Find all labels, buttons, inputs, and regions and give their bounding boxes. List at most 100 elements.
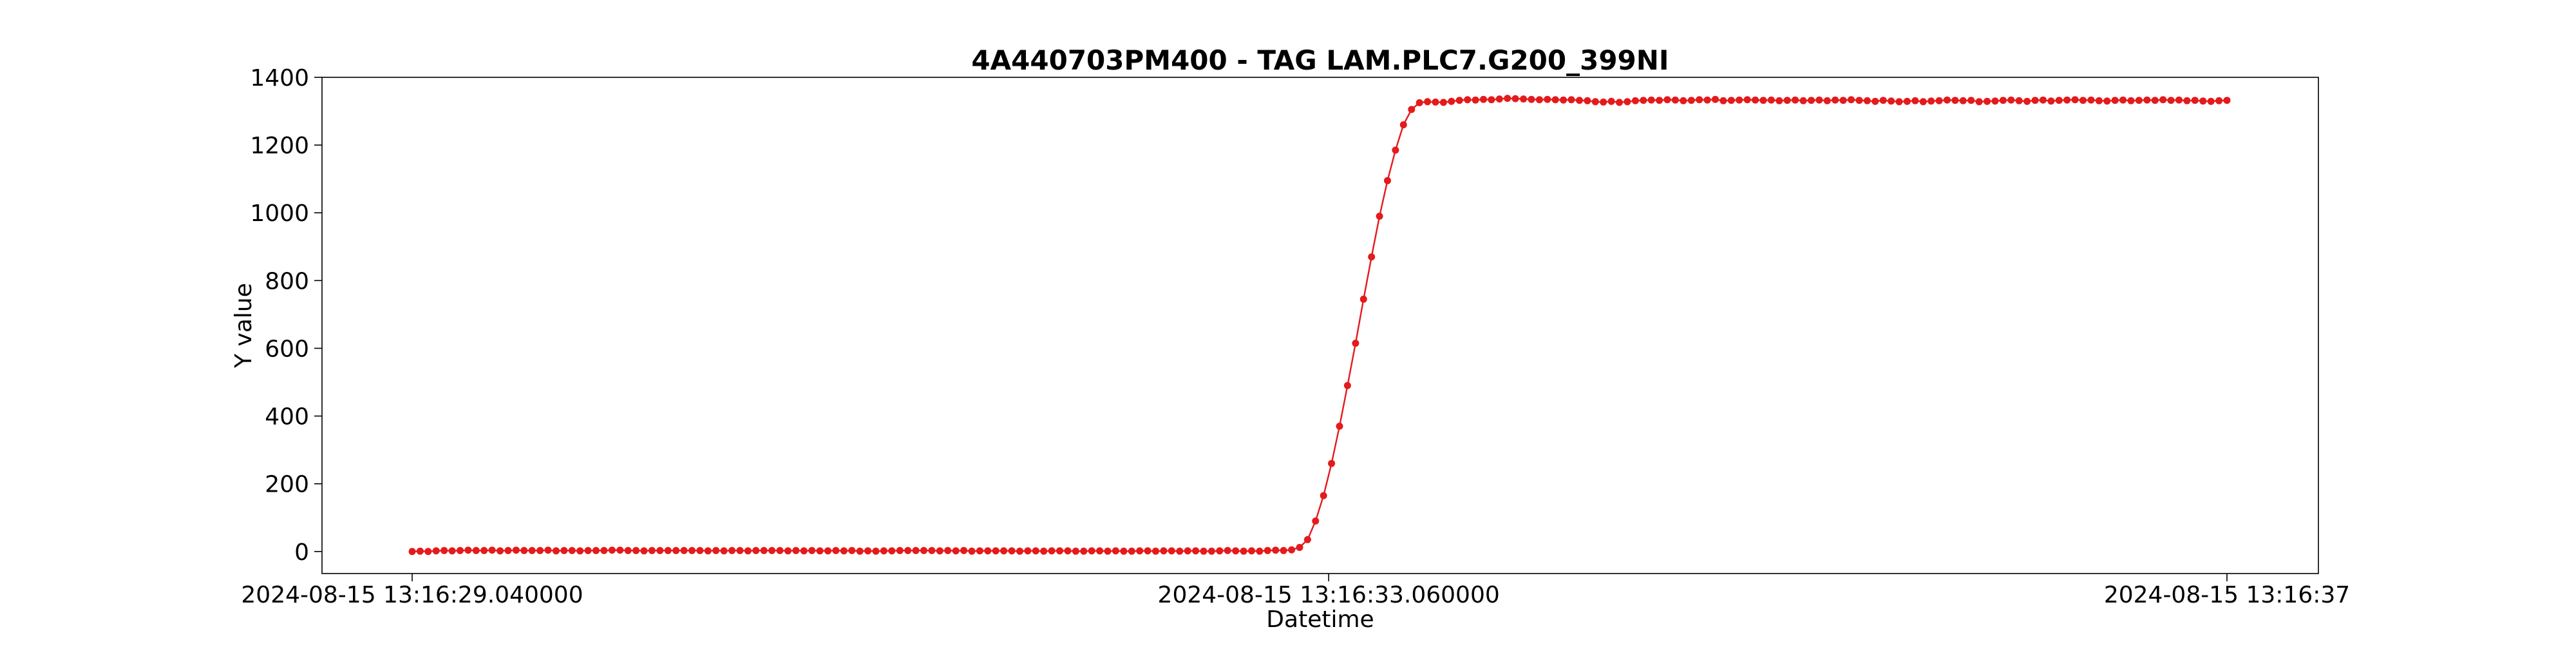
data-point (1408, 106, 1416, 113)
data-point (848, 546, 856, 554)
data-point (424, 548, 432, 555)
data-point (1328, 459, 1336, 467)
data-point (1416, 99, 1423, 106)
data-point (1919, 98, 1927, 106)
data-point (1392, 146, 1399, 154)
x-tick-label: 2024-08-15 13:16:29.040000 (241, 582, 583, 608)
data-point (472, 546, 480, 554)
data-point (1879, 97, 1887, 104)
data-point (1776, 97, 1783, 104)
data-point (1464, 96, 1472, 104)
data-point (2047, 97, 2055, 105)
data-point (1591, 98, 1599, 106)
data-point (2223, 97, 2231, 104)
data-point (1208, 547, 1215, 555)
x-axis-ticks: 2024-08-15 13:16:29.040000 2024-08-15 13:… (241, 574, 2350, 608)
y-tick-label: 400 (265, 404, 309, 430)
data-point (1647, 96, 1655, 104)
data-point (960, 546, 968, 554)
data-point (1567, 96, 1575, 104)
data-point (448, 547, 456, 555)
y-tick-label: 800 (265, 268, 309, 295)
data-point (784, 547, 791, 555)
data-point (2031, 97, 2039, 104)
data-point (1168, 547, 1175, 555)
data-point (1984, 97, 1991, 105)
data-point (1088, 547, 1095, 555)
data-point (1264, 546, 1271, 554)
data-point (1863, 97, 1871, 104)
data-point (480, 546, 488, 554)
data-point (992, 547, 999, 555)
data-point (1072, 547, 1079, 555)
data-point (1128, 547, 1135, 555)
data-point (1687, 97, 1695, 104)
data-point (936, 547, 943, 555)
data-point (1520, 95, 1528, 103)
data-point (1040, 547, 1048, 555)
data-point (1560, 96, 1567, 104)
data-point (2103, 97, 2111, 105)
data-point (1016, 547, 1023, 555)
data-point (1240, 547, 1247, 555)
data-point (568, 546, 576, 554)
data-point (1511, 95, 1519, 102)
data-point (2175, 96, 2183, 104)
data-point (1399, 121, 1407, 129)
data-point (2079, 97, 2087, 104)
data-point (2055, 97, 2063, 104)
data-point (1935, 97, 1943, 104)
data-point (1144, 547, 1151, 555)
data-point (1991, 97, 1999, 105)
data-point (1792, 96, 1799, 104)
data-point (1584, 97, 1591, 104)
data-point (1680, 97, 1687, 104)
y-tick-label: 1400 (250, 65, 309, 92)
data-point (1448, 97, 1455, 105)
data-point (1120, 547, 1128, 555)
data-point (888, 547, 896, 555)
data-point (656, 546, 664, 554)
data-point (616, 546, 624, 554)
series-line (412, 97, 2228, 553)
data-point (832, 546, 840, 554)
data-point (1439, 99, 1447, 106)
data-point (440, 546, 448, 554)
data-point (1224, 546, 1231, 554)
data-point (920, 546, 927, 554)
data-point (520, 546, 528, 554)
data-point (1528, 95, 1535, 103)
data-point (1288, 546, 1296, 554)
data-point (2040, 96, 2047, 104)
data-point (2087, 96, 2095, 104)
data-point (1767, 96, 1775, 104)
data-point (528, 546, 536, 554)
data-point (2135, 97, 2143, 104)
data-point (1272, 546, 1280, 554)
data-point (600, 546, 608, 554)
data-point (1296, 544, 1303, 551)
data-point (872, 547, 880, 555)
data-point (1951, 97, 1959, 104)
data-point (1495, 95, 1503, 103)
y-axis-label: Y value (231, 283, 257, 369)
data-point (1152, 547, 1159, 555)
plot-frame (321, 77, 2319, 574)
data-point (2015, 97, 2023, 104)
data-point (1848, 96, 1855, 104)
data-point (1359, 295, 1367, 303)
data-point (2207, 97, 2215, 105)
data-point (976, 547, 983, 555)
data-point (497, 547, 504, 555)
data-point (416, 547, 424, 555)
data-point (1783, 97, 1791, 104)
data-point (776, 546, 784, 554)
data-point (1432, 98, 1439, 106)
data-point (2167, 97, 2175, 104)
data-point (648, 546, 656, 554)
data-point (1624, 98, 1631, 106)
data-point (1911, 97, 1919, 104)
data-point (488, 546, 496, 554)
data-point (1184, 547, 1191, 555)
